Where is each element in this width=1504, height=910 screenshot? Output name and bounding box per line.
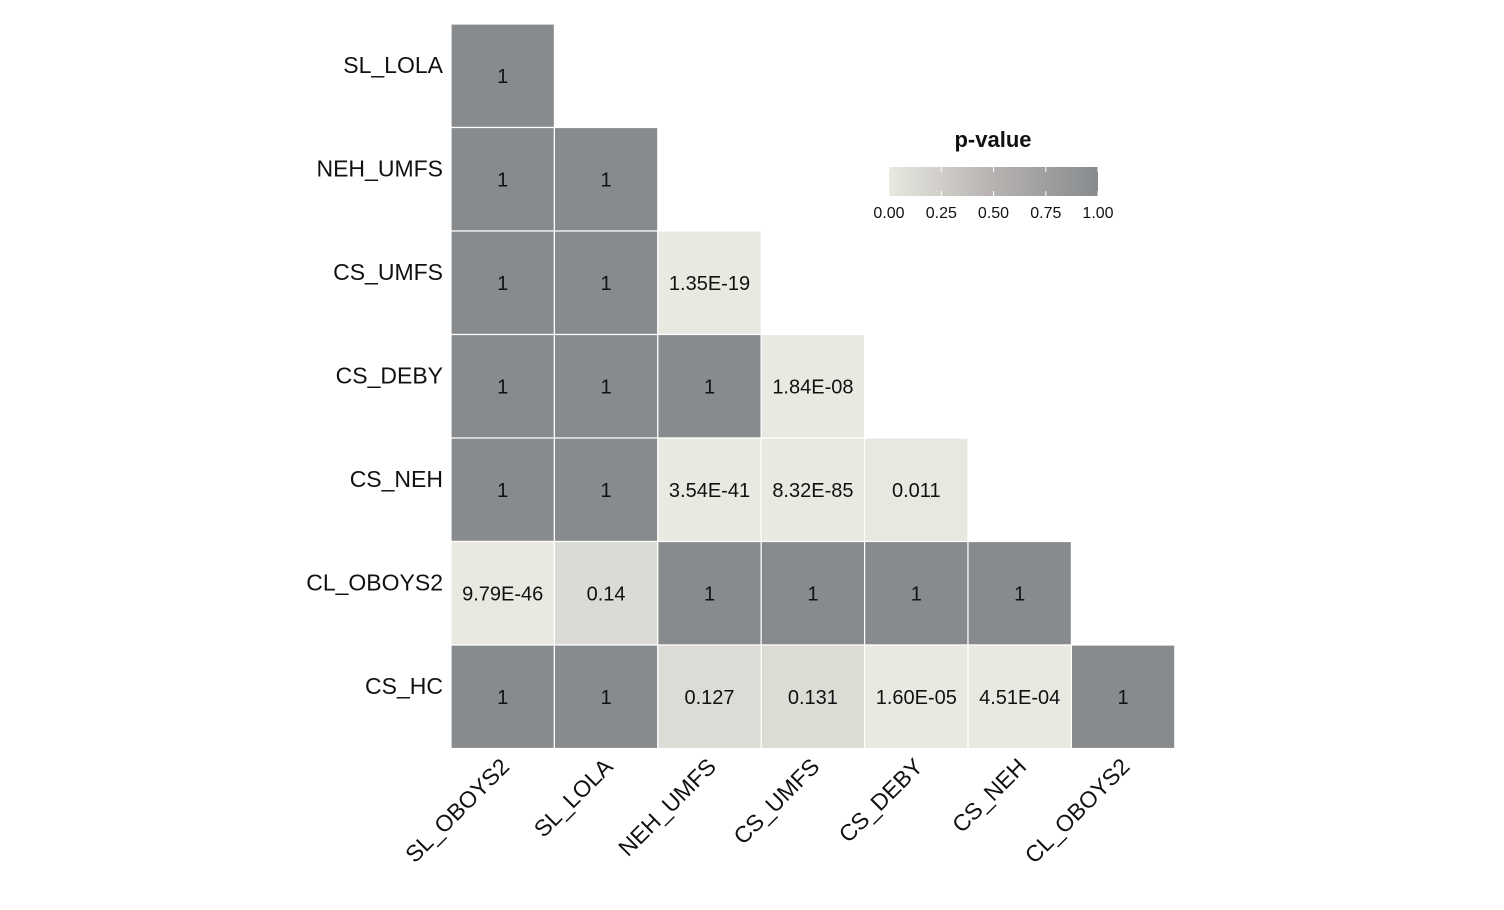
cell-value-label: 1 — [497, 273, 508, 295]
cell-value-label: 9.79E-46 — [462, 583, 543, 605]
cell-value-label: 4.51E-04 — [979, 687, 1060, 709]
cell-value-label: 0.127 — [684, 687, 734, 709]
heatmap-cell — [657, 437, 762, 543]
cell-value-label: 1 — [601, 169, 612, 191]
heatmap-cell — [450, 644, 556, 750]
legend-ticks: 0.00 0.25 0.50 0.75 1.00 — [873, 167, 1114, 222]
cell-value-label: 1 — [497, 480, 508, 502]
heatmap-cell — [553, 644, 659, 750]
column-label: CS_NEH — [947, 753, 1031, 837]
heatmap-cell — [863, 540, 969, 646]
cell-value-label: 1 — [704, 583, 715, 605]
heatmap-cell — [553, 230, 659, 336]
cell-value-label: 0.011 — [892, 480, 941, 502]
cell-value-label: 8.32E-85 — [772, 480, 853, 502]
row-label: NEH_UMFS — [316, 155, 443, 181]
legend-tick-label: 0.25 — [926, 205, 957, 222]
legend-tick-label: 0.00 — [873, 205, 904, 222]
heatmap-cell — [450, 540, 556, 646]
heatmap-cell — [553, 333, 659, 439]
legend-tick-label: 0.50 — [978, 205, 1009, 222]
cell-value-label: 0.131 — [788, 687, 838, 709]
column-label: NEH_UMFS — [613, 753, 721, 861]
heatmap-cell — [450, 230, 556, 336]
cell-value-label: 1 — [807, 583, 818, 605]
legend-title: p-value — [954, 127, 1031, 152]
row-label: CS_UMFS — [333, 259, 443, 285]
cell-value-label: 1 — [601, 273, 612, 295]
row-label: CL_OBOYS2 — [306, 569, 443, 595]
cell-value-label: 1 — [601, 480, 612, 502]
heatmap-cell — [553, 540, 659, 646]
cell-value-label: 1 — [601, 376, 612, 398]
row-label: SL_LOLA — [343, 52, 443, 78]
column-label: CS_DEBY — [834, 753, 928, 847]
heatmap-cells — [450, 23, 1176, 750]
heatmap-cell — [1070, 644, 1176, 750]
heatmap-cell — [760, 437, 866, 543]
column-label: SL_LOLA — [529, 753, 618, 842]
cell-value-label: 1 — [497, 376, 508, 398]
cell-value-label: 1.35E-19 — [669, 273, 750, 295]
row-axis-labels: SL_LOLA NEH_UMFS CS_UMFS CS_DEBY CS_NEH CL_OB… — [306, 52, 443, 699]
cell-value-label: 1.60E-05 — [876, 687, 957, 709]
legend: p-value 0.00 0.25 0.50 0.75 1.00 — [873, 127, 1113, 222]
heatmap-cell — [450, 23, 556, 129]
cell-value-label: 1 — [911, 583, 922, 605]
cell-value-labels: 1 1 1 1 1 1.35E-19 1 1 1 1.84E-08 1 1 3.54E-41 8.32E-… — [462, 66, 1129, 709]
heatmap-cell — [863, 437, 969, 543]
cell-value-label: 1 — [497, 687, 508, 709]
cell-value-label: 1 — [497, 66, 508, 88]
heatmap-cell — [553, 126, 659, 232]
legend-tick-label: 1.00 — [1082, 205, 1113, 222]
cell-value-label: 1 — [1014, 583, 1025, 605]
cell-value-label: 1 — [601, 687, 612, 709]
row-label: CS_NEH — [350, 466, 443, 492]
cell-value-label: 1 — [497, 169, 508, 191]
heatmap-cell — [760, 644, 866, 750]
heatmap-cell — [553, 437, 659, 543]
cell-value-label: 1 — [1118, 687, 1129, 709]
heatmap-cell — [450, 126, 556, 232]
heatmap-cell — [967, 644, 1073, 750]
row-label: CS_DEBY — [336, 362, 443, 388]
column-label: CL_OBOYS2 — [1020, 753, 1135, 868]
heatmap-cell — [657, 230, 762, 336]
row-label: CS_HC — [365, 673, 443, 699]
heatmap-cell — [760, 333, 866, 439]
heatmap-cell — [967, 540, 1073, 646]
cell-value-label: 3.54E-41 — [669, 480, 750, 502]
legend-tick-label: 0.75 — [1030, 205, 1061, 222]
column-label: CS_UMFS — [728, 753, 824, 849]
cell-value-label: 1 — [704, 376, 715, 398]
column-label: SL_OBOYS2 — [400, 753, 514, 867]
heatmap-cell — [657, 540, 762, 646]
cell-value-label: 0.14 — [587, 583, 626, 605]
heatmap-cell — [760, 540, 866, 646]
cell-value-label: 1.84E-08 — [772, 376, 853, 398]
